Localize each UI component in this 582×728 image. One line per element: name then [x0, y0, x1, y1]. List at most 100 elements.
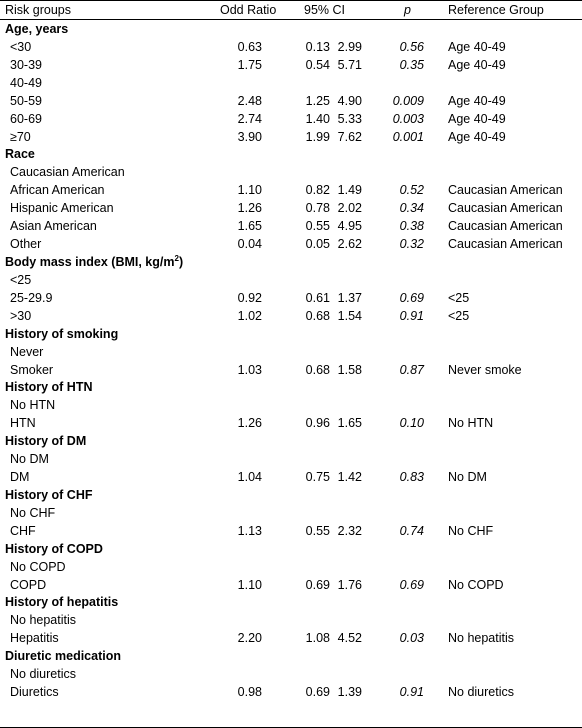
table-row: 30-39 1.75 0.54 5.71 0.35 Age 40-49	[0, 56, 582, 74]
ci-upper-cell: 2.99	[337, 39, 362, 54]
ci-lower-cell: 0.69	[305, 577, 330, 592]
row-label: African American	[10, 181, 104, 199]
label-text: No COPD	[10, 559, 66, 574]
section-header-row: History of CHF	[0, 486, 582, 504]
label-superscript: 2	[174, 254, 179, 263]
label-text: Race	[5, 147, 35, 162]
table-row: No CHF	[0, 504, 582, 522]
p-value-cell: 0.35	[399, 57, 424, 72]
section-header-row: Race	[0, 145, 582, 163]
reference-group-cell: Age 40-49	[448, 57, 506, 72]
table-row: HTN 1.26 0.96 1.65 0.10 No HTN	[0, 414, 582, 432]
ci-lower-cell: 0.55	[305, 523, 330, 538]
row-label: Hepatitis	[10, 629, 59, 647]
label-text: Never	[10, 344, 44, 359]
label-text: Caucasian American	[10, 165, 125, 180]
reference-group-cell: <25	[448, 308, 470, 323]
label-text: No HTN	[10, 398, 56, 413]
reference-group-cell: <25	[448, 290, 470, 305]
table-top-rule	[0, 0, 582, 1]
ci-lower-cell: 1.40	[305, 111, 330, 126]
table-row: DM 1.04 0.75 1.42 0.83 No DM	[0, 468, 582, 486]
reference-group-cell: No CHF	[448, 523, 494, 538]
reference-group-cell: Caucasian American	[448, 183, 563, 198]
section-header-row: History of hepatitis	[0, 593, 582, 611]
odds-ratio-cell: 0.04	[237, 237, 262, 251]
label-text: 25-29.9	[10, 290, 53, 305]
row-label: 50-59	[10, 92, 42, 110]
ci-upper-cell: 1.39	[337, 685, 362, 699]
label-text: Asian American	[10, 219, 97, 234]
table-row: No COPD	[0, 558, 582, 576]
odds-ratio-cell: 0.98	[237, 685, 262, 699]
ci-upper-cell: 4.90	[337, 93, 362, 108]
label-text: History of HTN	[5, 380, 93, 395]
ci-lower-cell: 0.96	[305, 416, 330, 431]
ci-lower-cell: 0.05	[305, 237, 330, 251]
section-header-row: Diuretic medication	[0, 647, 582, 665]
ci-lower-cell: 0.61	[305, 290, 330, 305]
ci-lower-cell: 1.25	[305, 93, 330, 108]
table-row: Caucasian American	[0, 163, 582, 181]
p-value-cell: 0.83	[399, 470, 424, 484]
label-text: Diuretics	[10, 685, 59, 699]
p-value-cell: 0.52	[399, 183, 424, 198]
table-row: CHF 1.13 0.55 2.32 0.74 No CHF	[0, 522, 582, 540]
section-label: History of HTN	[5, 378, 93, 396]
section-label: History of DM	[5, 432, 86, 450]
reference-group-cell: Age 40-49	[448, 93, 506, 108]
reference-group-cell: Caucasian American	[448, 237, 563, 251]
p-value-cell: 0.10	[399, 416, 424, 431]
label-text: No diuretics	[10, 667, 76, 682]
ci-upper-cell: 4.95	[337, 219, 362, 234]
label-text: COPD	[10, 577, 47, 592]
label-text: History of DM	[5, 434, 87, 449]
row-label: Never	[10, 343, 43, 361]
table-row: COPD 1.10 0.69 1.76 0.69 No COPD	[0, 576, 582, 594]
row-label: DM	[10, 468, 29, 486]
row-label: Smoker	[10, 361, 53, 379]
section-label: Body mass index (BMI, kg/m2)	[5, 253, 183, 271]
label-text: History of CHF	[5, 487, 93, 502]
section-header-row: History of DM	[0, 432, 582, 450]
row-label: Other	[10, 235, 41, 253]
section-label: History of smoking	[5, 325, 118, 343]
ci-upper-cell: 2.02	[337, 201, 362, 216]
row-label: Hispanic American	[10, 199, 114, 217]
label-text: <30	[10, 39, 32, 54]
label-text: Body mass index (BMI, kg/m	[5, 255, 175, 269]
ci-upper-cell: 1.58	[337, 362, 362, 377]
label-text: Hepatitis	[10, 631, 59, 646]
odds-ratio-cell: 1.10	[237, 183, 262, 198]
header-p: p	[404, 3, 411, 17]
p-value-cell: 0.69	[399, 577, 424, 592]
reference-group-cell: Age 40-49	[448, 39, 506, 54]
row-label: 60-69	[10, 110, 42, 128]
row-label: No DM	[10, 450, 49, 468]
odds-ratio-cell: 1.02	[237, 308, 262, 323]
odds-ratio-cell: 0.92	[237, 290, 262, 305]
label-text: 50-59	[10, 93, 42, 108]
table-row: 60-69 2.74 1.40 5.33 0.003 Age 40-49	[0, 110, 582, 128]
reference-group-cell: No diuretics	[448, 685, 514, 699]
ci-lower-cell: 0.54	[305, 57, 330, 72]
reference-group-cell: No COPD	[448, 577, 504, 592]
reference-group-cell: Age 40-49	[448, 129, 506, 144]
label-text: CHF	[10, 523, 36, 538]
label-text: History of COPD	[5, 541, 103, 556]
odds-ratio-cell: 1.75	[237, 57, 262, 72]
table-row: ≥70 3.90 1.99 7.62 0.001 Age 40-49	[0, 128, 582, 146]
p-value-cell: 0.03	[399, 631, 424, 646]
label-text: History of hepatitis	[5, 595, 119, 610]
table-row: <30 0.63 0.13 2.99 0.56 Age 40-49	[0, 38, 582, 56]
ci-lower-cell: 0.75	[305, 470, 330, 484]
ci-upper-cell: 1.65	[337, 416, 362, 431]
table-row: <25	[0, 271, 582, 289]
section-header-row: History of smoking	[0, 325, 582, 343]
header-ci: 95% CI	[304, 3, 345, 17]
ci-lower-cell: 0.68	[305, 362, 330, 377]
ci-upper-cell: 5.33	[337, 111, 362, 126]
ci-upper-cell: 1.37	[337, 290, 362, 305]
ci-upper-cell: 5.71	[337, 57, 362, 72]
ci-upper-cell: 4.52	[337, 631, 362, 646]
